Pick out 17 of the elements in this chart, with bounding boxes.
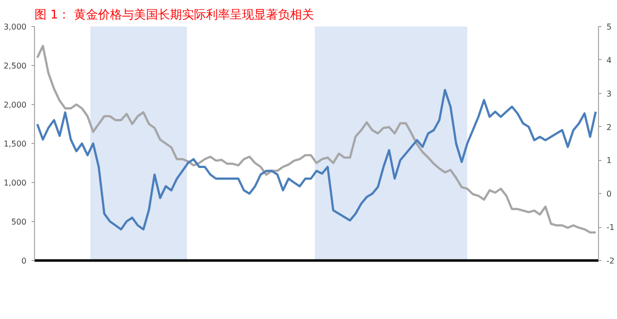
y-tick-label: 1,500 — [4, 140, 27, 148]
y-tick-label: 0 — [21, 256, 27, 266]
chart-title: 图 1： 黄金价格与美国长期实际利率呈现显著负相关 — [34, 8, 314, 22]
y2-tick-label: 2 — [606, 122, 612, 132]
y-tick-label: 500 — [11, 218, 27, 226]
y2-tick-label: 5 — [606, 22, 612, 32]
line-series — [36, 88, 597, 231]
y2-tick-label: -2 — [606, 256, 614, 266]
y-tick-label: 2,000 — [4, 100, 27, 110]
y2-tick-label: 3 — [606, 89, 612, 98]
y-tick-label: 1,000 — [4, 178, 27, 188]
y2-tick-label: -1 — [606, 223, 614, 232]
y2-tick-label: 4 — [606, 56, 612, 65]
y2-tick-label: 1 — [606, 156, 612, 166]
y2-tick-label: 0 — [606, 190, 612, 199]
y-tick-label: 2,500 — [4, 62, 27, 70]
y-tick-label: 3,000 — [4, 22, 27, 32]
